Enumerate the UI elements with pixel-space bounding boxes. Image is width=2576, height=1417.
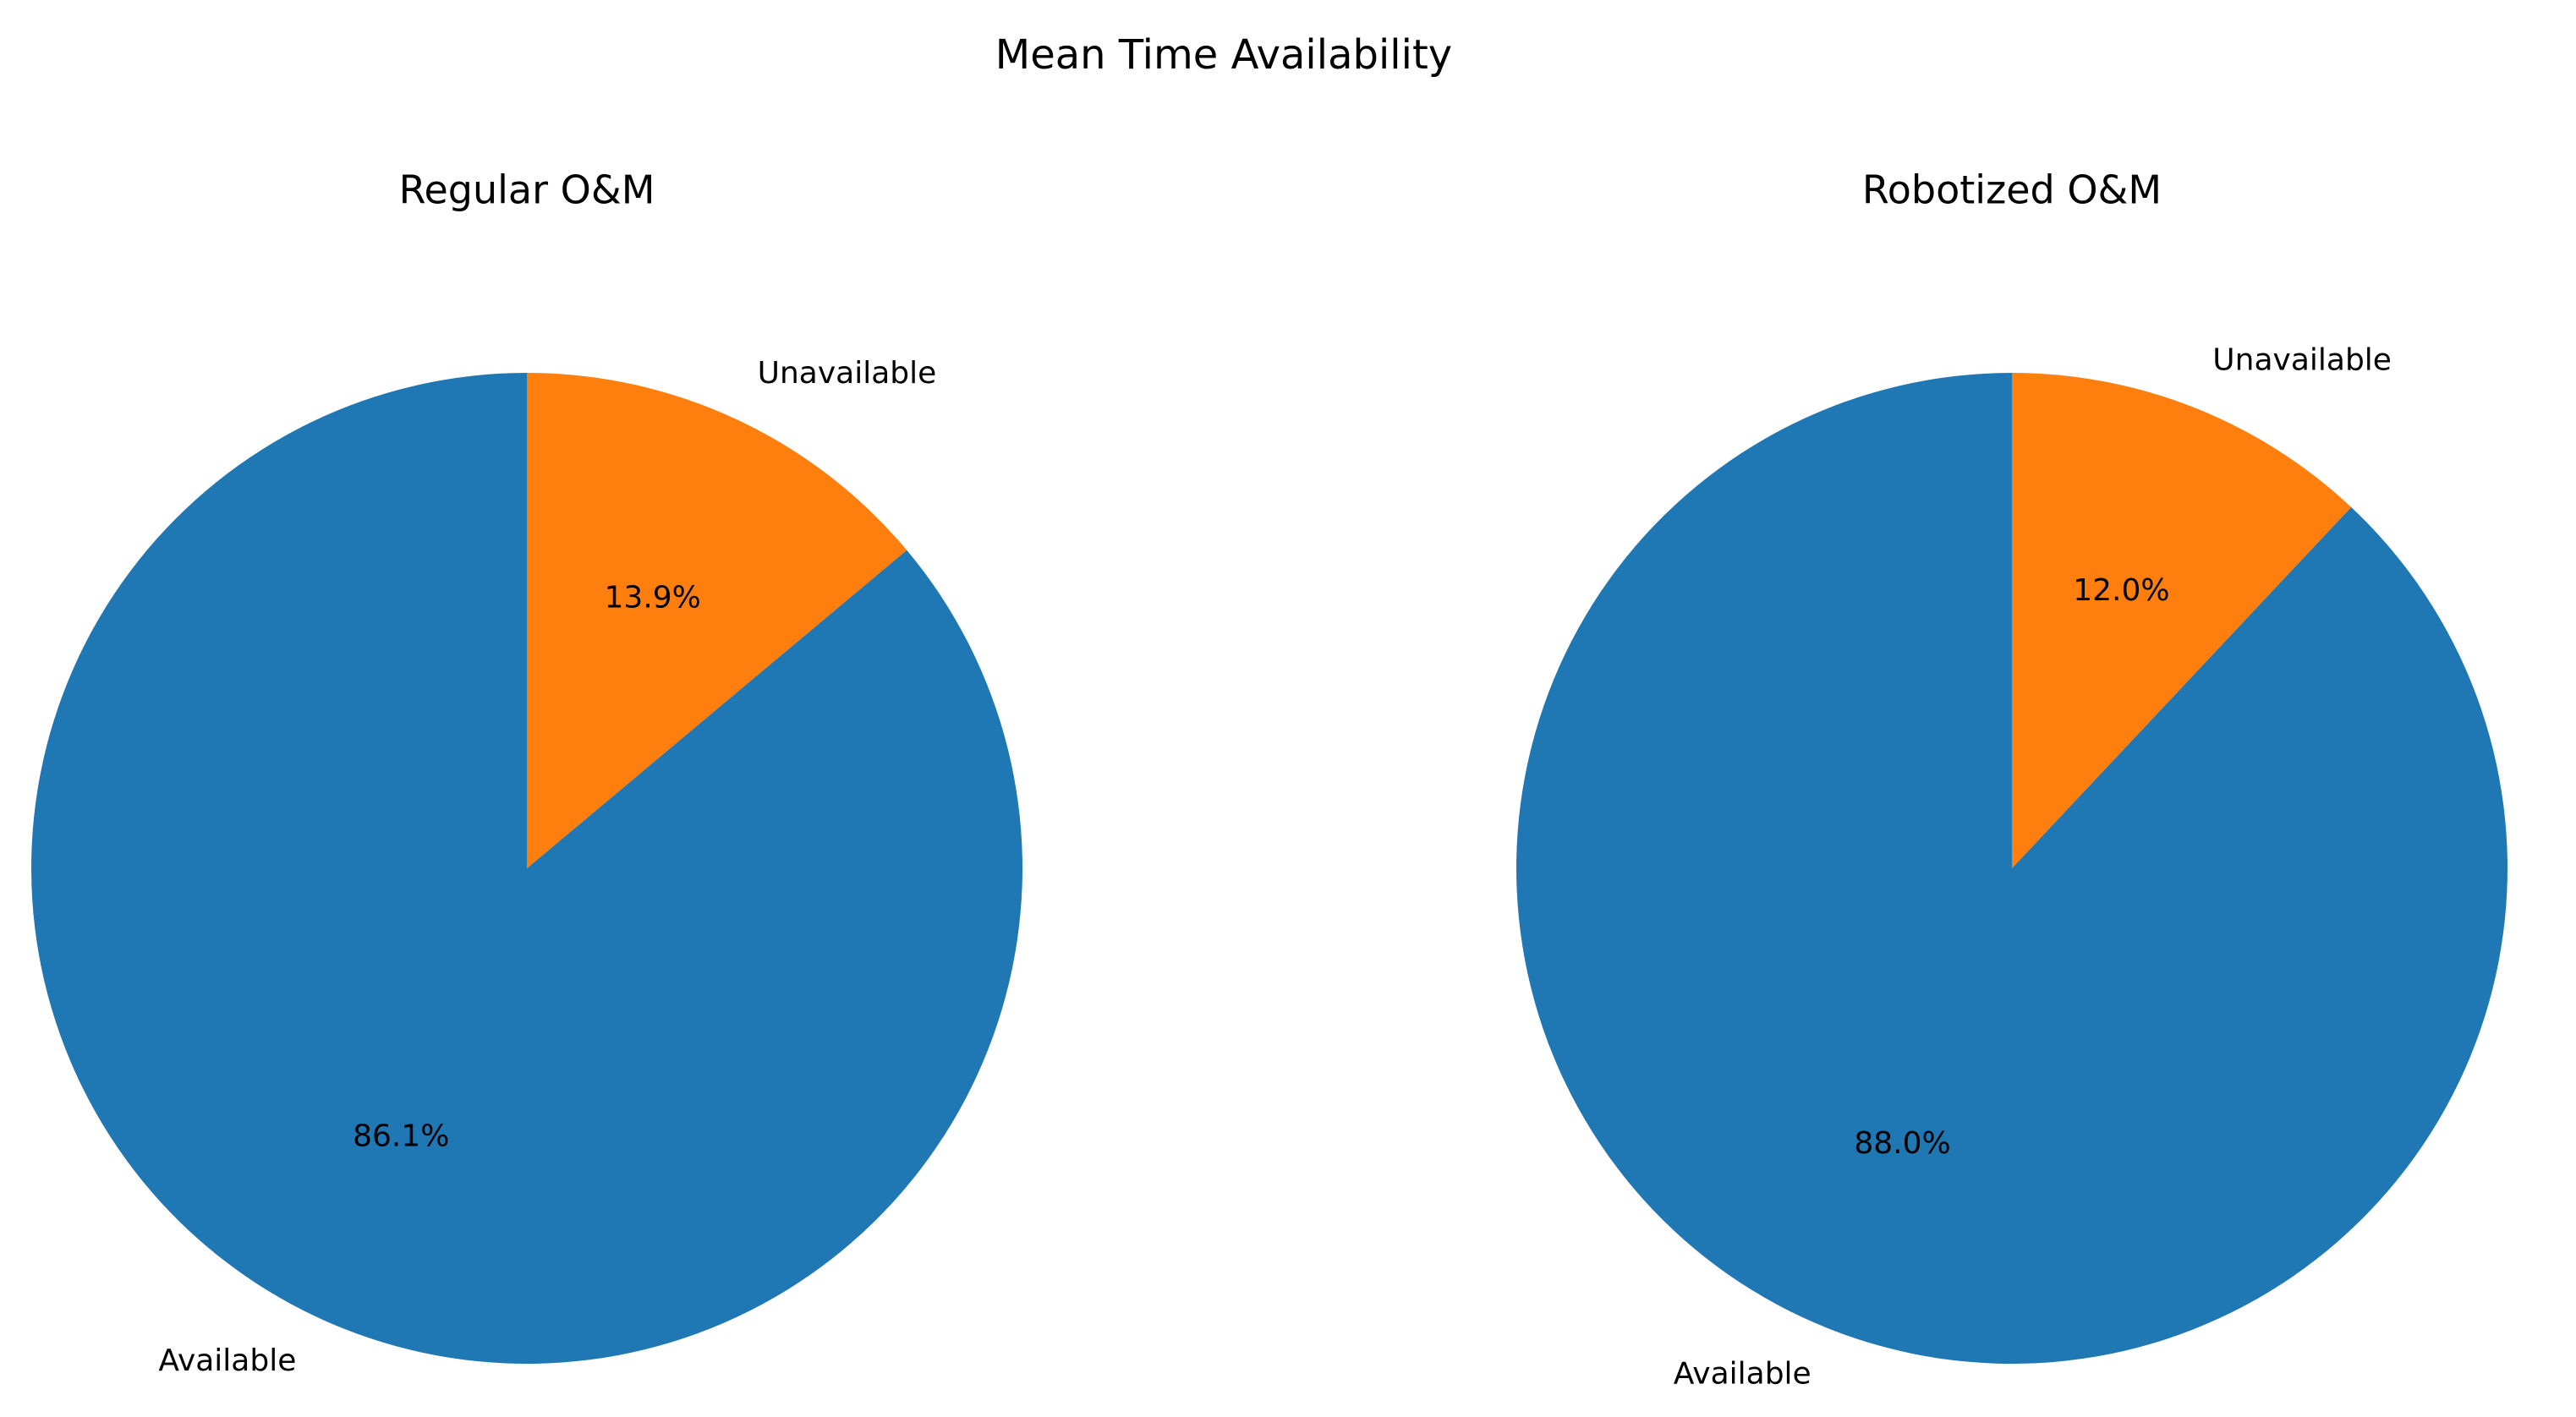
chart-title: Regular O&M [399,167,655,213]
value-label: 86.1% [353,1119,449,1154]
slice-label: Unavailable [2212,343,2392,378]
pie-slice [527,372,907,868]
pie-slice [30,373,1022,1364]
value-label: 12.0% [2073,573,2169,608]
pie-slice [2012,373,2352,868]
figure-title: Mean Time Availability [995,31,1452,79]
slice-label: Available [1674,1356,1811,1391]
value-label: 88.0% [1854,1126,1950,1161]
slice-label: Unavailable [758,356,937,391]
slice-label: Available [158,1343,296,1378]
value-label: 13.9% [605,580,701,615]
chart-title: Robotized O&M [1862,167,2162,213]
